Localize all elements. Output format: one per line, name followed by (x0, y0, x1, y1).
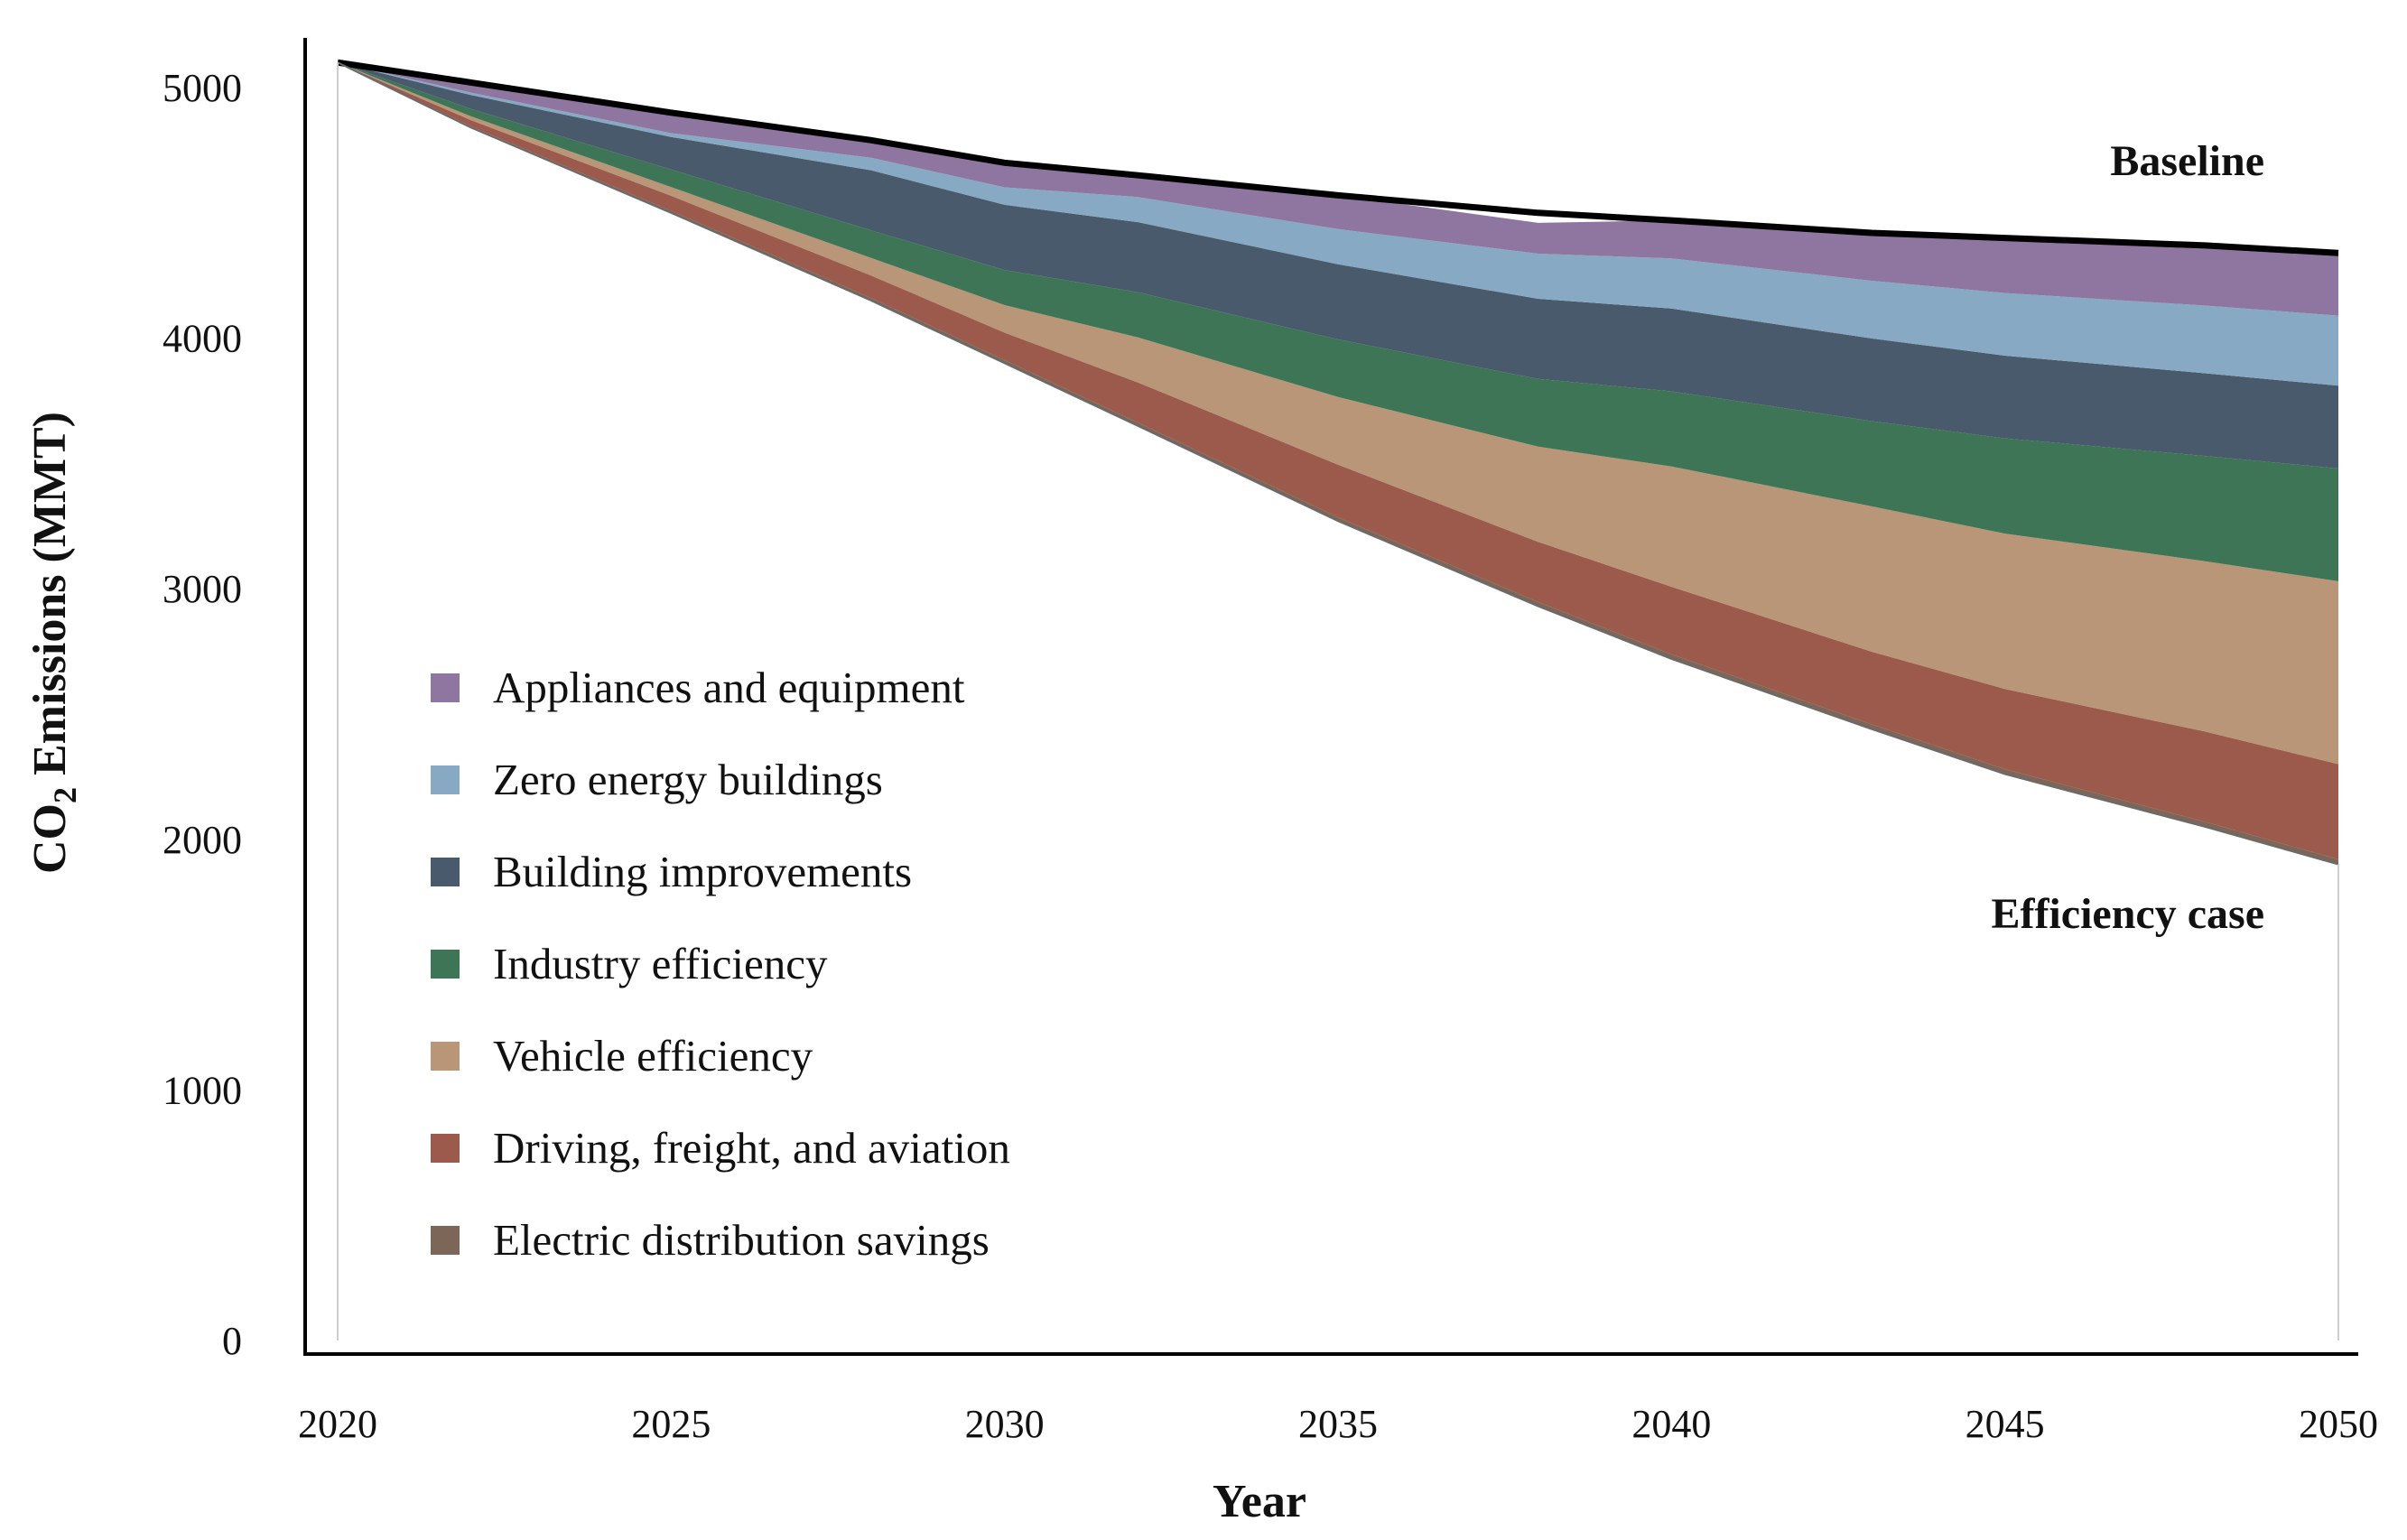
legend-item-driving-freight-and-aviation: Driving, freight, and aviation (431, 1123, 1010, 1173)
area-vehicle-efficiency (338, 62, 2338, 765)
y-axis-title-subscript: 2 (47, 787, 83, 803)
legend-item-industry-efficiency: Industry efficiency (431, 939, 828, 988)
x-tick-label-2030: 2030 (965, 1402, 1045, 1446)
area-zero-energy-buildings (338, 62, 2338, 386)
areas-layer (338, 62, 2338, 865)
area-industry-efficiency (338, 62, 2338, 581)
area-appliances-and-equipment (338, 62, 2338, 316)
y-tick-label-5000: 5000 (163, 66, 242, 110)
legend-label-appliances-and-equipment: Appliances and equipment (493, 663, 965, 712)
legend-item-vehicle-efficiency: Vehicle efficiency (431, 1031, 813, 1081)
y-axis-title: CO2 Emissions (MMT) (24, 412, 83, 874)
legend-swatch-vehicle-efficiency (431, 1042, 460, 1071)
x-tick-label-2025: 2025 (631, 1402, 711, 1446)
legend-swatch-appliances-and-equipment (431, 673, 460, 702)
y-tick-label-3000: 3000 (163, 567, 242, 611)
legend-label-electric-distribution-savings: Electric distribution savings (493, 1215, 990, 1265)
legend-item-electric-distribution-savings: Electric distribution savings (431, 1215, 990, 1265)
legend-item-zero-energy-buildings: Zero energy buildings (431, 755, 883, 804)
x-tick-label-2050: 2050 (2299, 1402, 2378, 1446)
legend-label-industry-efficiency: Industry efficiency (493, 939, 828, 988)
x-tick-label-2040: 2040 (1631, 1402, 1711, 1446)
x-tick-label-2020: 2020 (298, 1402, 377, 1446)
legend-label-driving-freight-and-aviation: Driving, freight, and aviation (493, 1123, 1010, 1173)
y-tick-label-4000: 4000 (163, 317, 242, 361)
x-tick-label-2045: 2045 (1966, 1402, 2045, 1446)
efficiency-line (337, 61, 2339, 866)
legend-item-appliances-and-equipment: Appliances and equipment (431, 663, 965, 712)
legend-label-zero-energy-buildings: Zero energy buildings (493, 755, 883, 804)
baseline-line (337, 59, 2339, 256)
legend-label-vehicle-efficiency: Vehicle efficiency (493, 1031, 813, 1081)
area-driving-freight-and-aviation (338, 62, 2338, 859)
legend-swatch-building-improvements (431, 858, 460, 886)
y-tick-label-2000: 2000 (163, 818, 242, 862)
y-tick-label-1000: 1000 (163, 1068, 242, 1112)
legend-label-building-improvements: Building improvements (493, 847, 912, 896)
annotation-efficiency: Efficiency case (1991, 890, 2264, 938)
x-tick-label-2035: 2035 (1298, 1402, 1378, 1446)
legend-swatch-zero-energy-buildings (431, 765, 460, 794)
y-tick-label-0: 0 (222, 1319, 242, 1363)
x-ticks-layer: 2020 2025 2030 2035 2040 2045 2050 (298, 1402, 2378, 1446)
x-axis-title: Year (1213, 1476, 1306, 1527)
y-axis-title-main: CO (24, 803, 76, 874)
y-ticks-layer: 0 1000 2000 3000 4000 5000 (163, 66, 242, 1363)
area-building-improvements (338, 62, 2338, 468)
legend-item-building-improvements: Building improvements (431, 847, 912, 896)
legend-swatch-industry-efficiency (431, 950, 460, 979)
y-axis-title-rest: Emissions (MMT) (24, 412, 76, 787)
legend: Appliances and equipment Zero energy buil… (431, 663, 1010, 1265)
annotation-baseline: Baseline (2110, 137, 2264, 185)
legend-swatch-electric-distribution-savings (431, 1226, 460, 1255)
legend-swatch-driving-freight-and-aviation (431, 1134, 460, 1163)
